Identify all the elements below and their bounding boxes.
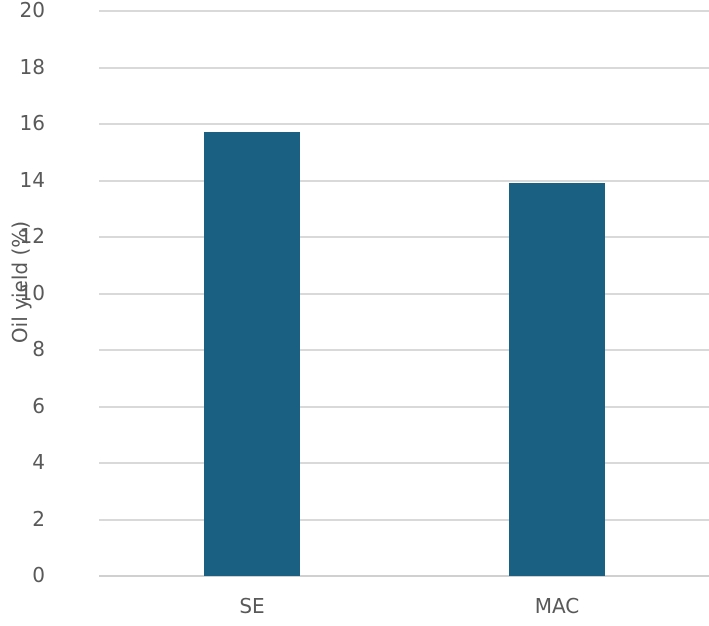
- y-tick-label: 12: [19, 224, 45, 248]
- gridline: [99, 66, 709, 69]
- y-tick-label: 18: [19, 54, 45, 79]
- y-tick-label: 10: [19, 280, 45, 305]
- y-tick-label: 2: [32, 506, 45, 531]
- gridline: [99, 236, 709, 238]
- gridline: [99, 349, 709, 351]
- gridline: [99, 575, 709, 577]
- gridline: [99, 292, 709, 295]
- gridline: [99, 179, 709, 182]
- y-tick-label: 16: [19, 111, 45, 135]
- gridline: [99, 518, 709, 521]
- y-tick-label: 6: [32, 393, 45, 418]
- y-tick-label: 0: [32, 563, 45, 587]
- gridline: [99, 10, 709, 12]
- gridline: [99, 123, 709, 125]
- bar-se: [204, 132, 300, 576]
- y-tick-label: 14: [19, 167, 45, 192]
- y-tick-label: 20: [19, 0, 45, 22]
- plot-area: [99, 10, 709, 577]
- y-tick-label: 4: [32, 450, 45, 474]
- y-tick-label: 8: [32, 337, 45, 361]
- gridline: [99, 405, 709, 408]
- gridline: [99, 462, 709, 464]
- x-tick-label: MAC: [534, 594, 580, 618]
- x-tick-label: SE: [239, 594, 265, 618]
- bar-mac: [509, 183, 605, 576]
